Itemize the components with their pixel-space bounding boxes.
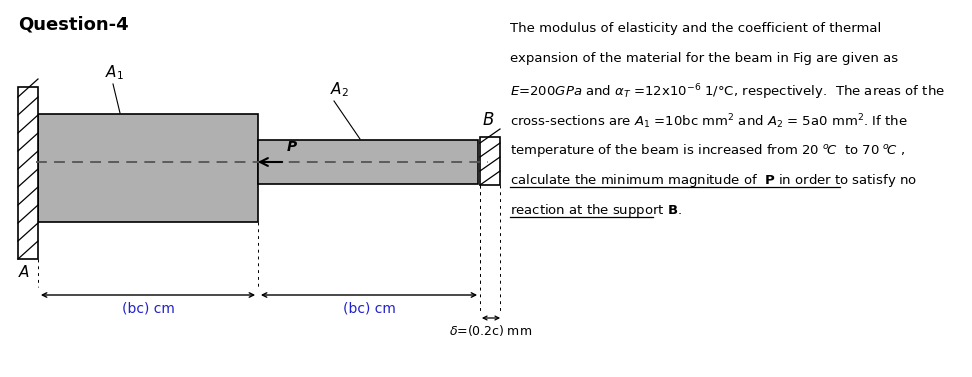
Text: $A_2$: $A_2$	[330, 80, 349, 99]
Text: The modulus of elasticity and the coefficient of thermal: The modulus of elasticity and the coeffi…	[510, 22, 882, 35]
Text: $\delta$=(0.2c) mm: $\delta$=(0.2c) mm	[449, 323, 533, 338]
Bar	[38, 114, 258, 222]
Text: cross-sections are $A_1$ =10bc mm$^{2}$ and $A_2$ = 5a0 mm$^{2}$. If the: cross-sections are $A_1$ =10bc mm$^{2}$ …	[510, 112, 908, 131]
Text: temperature of the beam is increased from 20 $^o\!C$  to 70 $^o\!C$ ,: temperature of the beam is increased fro…	[510, 142, 905, 159]
Bar	[480, 137, 500, 185]
Bar	[258, 140, 478, 184]
Text: (bc) cm: (bc) cm	[122, 301, 174, 315]
Text: Question-4: Question-4	[18, 15, 128, 33]
Text: $B$: $B$	[482, 111, 495, 129]
Text: calculate the minimum magnitude of  $\mathbf{P}$ in order to satisfy no: calculate the minimum magnitude of $\mat…	[510, 172, 917, 189]
Text: P: P	[287, 140, 297, 154]
Text: (bc) cm: (bc) cm	[342, 301, 396, 315]
Text: reaction at the support $\mathbf{B}$.: reaction at the support $\mathbf{B}$.	[510, 202, 682, 219]
Bar	[18, 87, 38, 259]
Text: $A$: $A$	[18, 264, 30, 280]
Text: $E$=200$GPa$ and $\alpha_T$ =12x10$^{-6}$ 1/°C, respectively.  The areas of the: $E$=200$GPa$ and $\alpha_T$ =12x10$^{-6}…	[510, 82, 945, 101]
Text: $A_1$: $A_1$	[105, 63, 124, 82]
Text: expansion of the material for the beam in Fig are given as: expansion of the material for the beam i…	[510, 52, 898, 65]
